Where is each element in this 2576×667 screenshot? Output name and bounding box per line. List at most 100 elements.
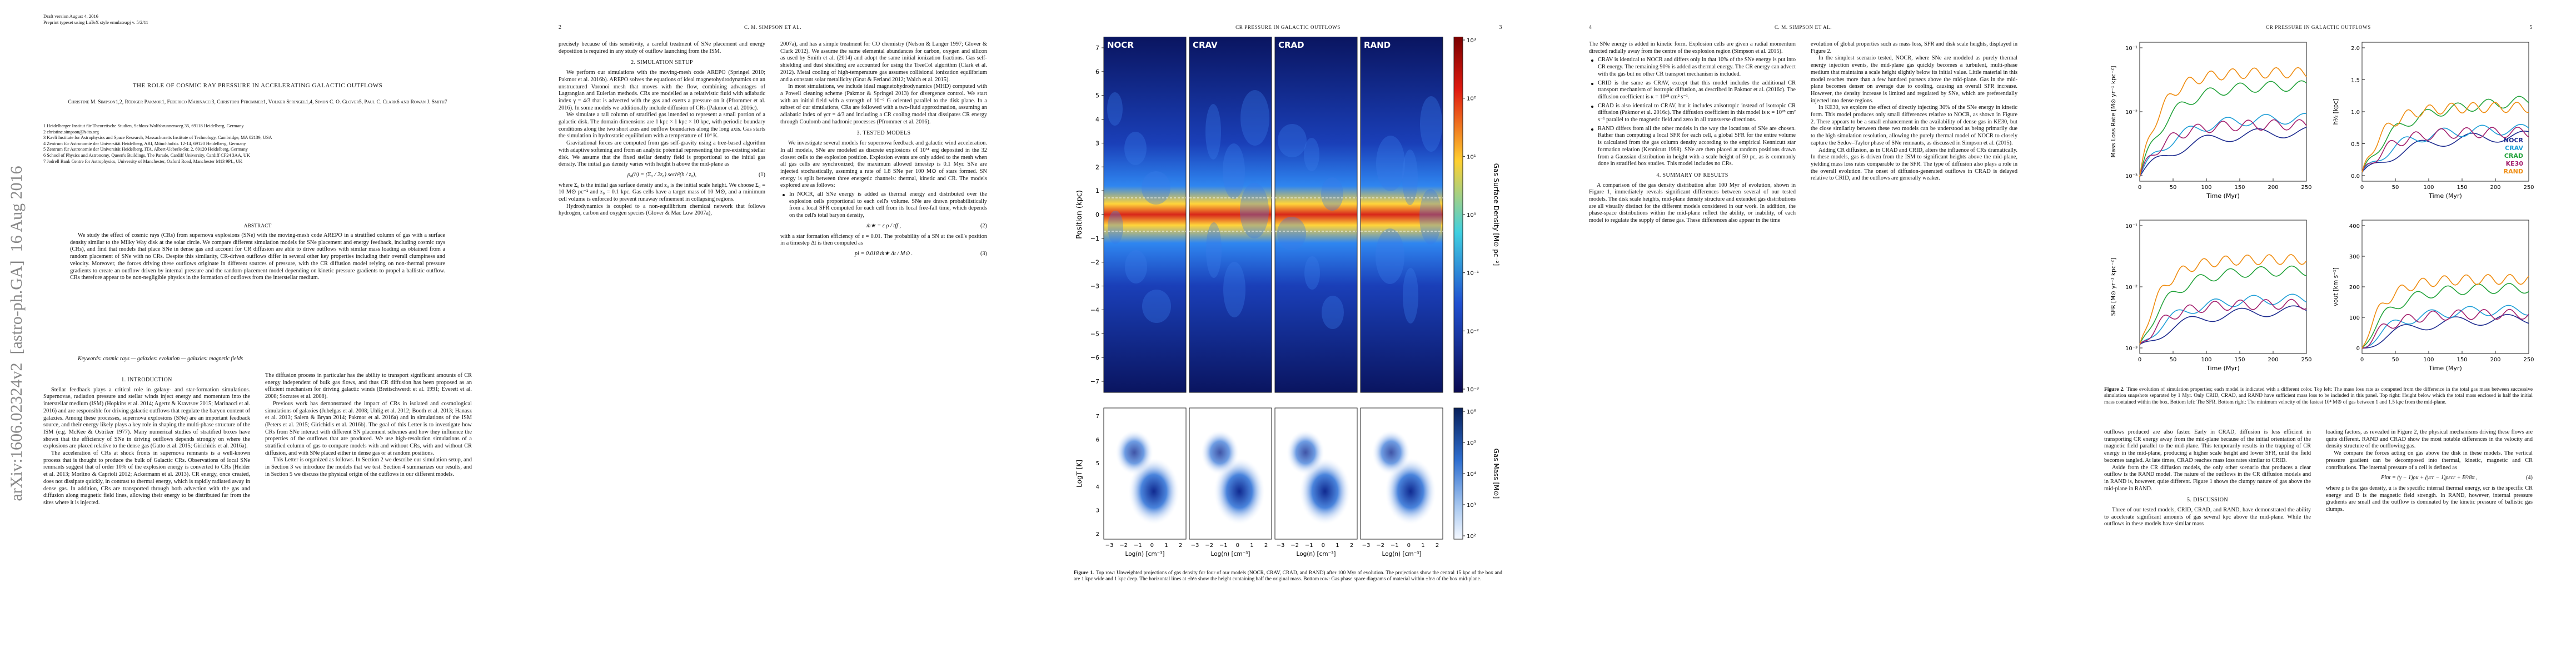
paragraph: where Σ₀ is the initial gas surface dens…	[559, 182, 765, 203]
x-tick-label: 2	[1350, 542, 1353, 549]
x-axis-label: Log(n) [cm⁻³]	[1211, 551, 1250, 558]
phase-blob	[1287, 430, 1324, 475]
page: 4 C. M. Simpson et al. The SNe energy is a…	[1546, 0, 2061, 667]
illustrative-curve	[2139, 254, 2307, 345]
caption-label: Figure 1.	[1074, 570, 1094, 576]
illustrative-curve	[2139, 305, 2307, 345]
y-tick-label: 10⁻²	[2125, 285, 2137, 291]
colorbar-tick-label: 10⁻²	[1467, 328, 1479, 335]
paragraph: Stellar feedback plays a critical role i…	[43, 386, 250, 450]
gas-wisp	[1402, 150, 1418, 205]
y-tick-label: 2	[1096, 531, 1099, 537]
affiliation: 1 Heidelberger Institut für Theoretische…	[43, 123, 244, 128]
caption-label: Figure 2.	[2104, 387, 2125, 392]
y-tick-label: 0.5	[2351, 142, 2360, 148]
page-number: 3	[1499, 24, 1502, 31]
illustrative-curve	[2361, 130, 2529, 173]
illustrative-curve	[2361, 308, 2529, 349]
equation-number: (1)	[758, 171, 765, 178]
figure-caption: Figure 1. Top row: Unweighted projections…	[1074, 570, 1502, 583]
y-tick-label: 0	[2356, 346, 2360, 352]
equation: ρ₀(h) = (Σ₀ / 2z₀) sech²(h / z₀), (1)	[559, 172, 765, 179]
y-tick-label: 3	[1095, 140, 1099, 147]
plot-frame	[2139, 220, 2307, 354]
y-axis-label: vout [km s⁻¹]	[2333, 267, 2339, 306]
page: Draft version August 4, 2016 Preprint typ…	[0, 0, 515, 667]
x-tick-label: −2	[1119, 542, 1128, 549]
phase-blob	[1385, 458, 1436, 525]
x-tick-label: 200	[2490, 185, 2500, 191]
paragraph: We compare the forces acting on gas abov…	[2326, 450, 2533, 471]
y-tick-label: 7	[1096, 414, 1099, 420]
figure: 10⁻¹ 10⁻² 10⁻³ Mass Loss Rate [M⊙ yr⁻¹ kpc⁻…	[2110, 42, 2534, 372]
text-column: The diffusion process in particular has …	[265, 372, 472, 651]
y-tick-label: 300	[2349, 254, 2360, 260]
gas-wisp	[1206, 222, 1222, 278]
gas-wisp	[1419, 189, 1442, 245]
abstract-heading: ABSTRACT	[243, 223, 272, 229]
paragraph: We simulate a tall column of stratified …	[559, 112, 765, 140]
equation-body: ρ₀(h) = (Σ₀ / 2z₀) sech²(h / z₀),	[627, 171, 697, 178]
colorbar-tick-label: 10⁴	[1467, 471, 1476, 477]
section-heading: 5. DISCUSSION	[2186, 497, 2229, 504]
page-number: 5	[2529, 24, 2533, 31]
x-axis-label: Time (Myr)	[2206, 365, 2240, 372]
running-title: C. M. Simpson et al.	[744, 24, 802, 30]
x-axis-label: Time (Myr)	[2206, 192, 2240, 200]
paragraph: evolution of global properties such as m…	[1811, 41, 2017, 54]
bullet-dot	[783, 194, 785, 197]
figure: NOCR −3 −2 −1 0 1 2 Log(n) [cm⁻³] CRAV −3 −2 −1 0 1 2 L…	[1075, 37, 1500, 558]
gas-wisp	[1124, 132, 1147, 165]
x-tick-label: 2	[1264, 542, 1268, 549]
density-panel	[1360, 37, 1443, 393]
x-tick-label: −3	[1277, 542, 1285, 549]
x-tick-label: 150	[2457, 357, 2467, 363]
paragraph: We perform our simulations with the movi…	[559, 69, 765, 111]
gas-wisp	[1240, 90, 1269, 146]
colorbar-tick-label: 10³	[1467, 38, 1476, 44]
y-tick-label: 10⁻¹	[2125, 46, 2137, 52]
x-tick-label: 250	[2301, 185, 2311, 191]
x-tick-label: 100	[2201, 185, 2211, 191]
x-tick-label: 100	[2423, 185, 2434, 191]
gas-wisp	[1277, 217, 1306, 250]
panel-label: RAND	[1364, 40, 1391, 50]
x-tick-label: 250	[2523, 185, 2534, 191]
colorbar-tick-label: 10¹	[1467, 154, 1476, 160]
title: THE ROLE OF COSMIC RAY PRESSURE IN ACCEL…	[132, 82, 383, 89]
affiliation: 2 christine.simpson@h-its.org	[43, 129, 99, 135]
y-tick-label: 6	[1095, 68, 1099, 76]
paragraph: This Letter is organized as follows. In …	[265, 457, 472, 477]
running-title: C. M. Simpson et al.	[1774, 24, 1832, 30]
y-tick-label: 10⁻²	[2125, 109, 2137, 116]
running-title: CR pressure in galactic outflows	[2266, 24, 2371, 30]
x-tick-label: 50	[2170, 357, 2177, 363]
gas-wisp	[1420, 96, 1442, 152]
x-tick-label: 200	[2490, 357, 2500, 363]
equation-body: Pint = (γ − 1)ρu + (γcr − 1)ρεcr + B²/8π…	[2381, 475, 2478, 481]
illustrative-curve	[2361, 283, 2529, 349]
text-column: 2007a), and has a simple treatment for C…	[780, 41, 987, 651]
equation-body: ṁ★ = ε ρ / tff ,	[866, 222, 901, 229]
density-panel	[1274, 37, 1358, 393]
x-tick-label: −1	[1305, 542, 1313, 549]
bullet-item: CRAD is also identical to CRAV, but it i…	[1589, 103, 1796, 124]
x-tick-label: 200	[2268, 357, 2278, 363]
phase-blob	[1299, 458, 1351, 525]
paragraph: where ρ is the gas density, u is the spe…	[2326, 485, 2533, 513]
density-panel	[1189, 37, 1272, 393]
colorbar-tick-label: 10⁶	[1467, 409, 1476, 415]
panel-label: CRAV	[1193, 40, 1218, 50]
y-axis-label: Mass Loss Rate [M⊙ yr⁻¹ kpc⁻²]	[2110, 66, 2117, 158]
text-column: The SNe energy is added in kinetic form.…	[1589, 41, 1796, 651]
gas-wisp	[1376, 228, 1404, 284]
gas-wisp	[1403, 268, 1418, 323]
bullet-text: In NOCR, all SNe energy is added as ther…	[789, 191, 987, 219]
illustrative-curve	[2139, 298, 2307, 345]
x-tick-label: 100	[2423, 357, 2434, 363]
gas-wisp	[1223, 262, 1245, 317]
x-tick-label: 0	[1236, 542, 1239, 549]
x-tick-label: 1	[1421, 542, 1424, 549]
x-tick-label: 100	[2201, 357, 2211, 363]
y-tick-label: 4	[1096, 484, 1099, 490]
